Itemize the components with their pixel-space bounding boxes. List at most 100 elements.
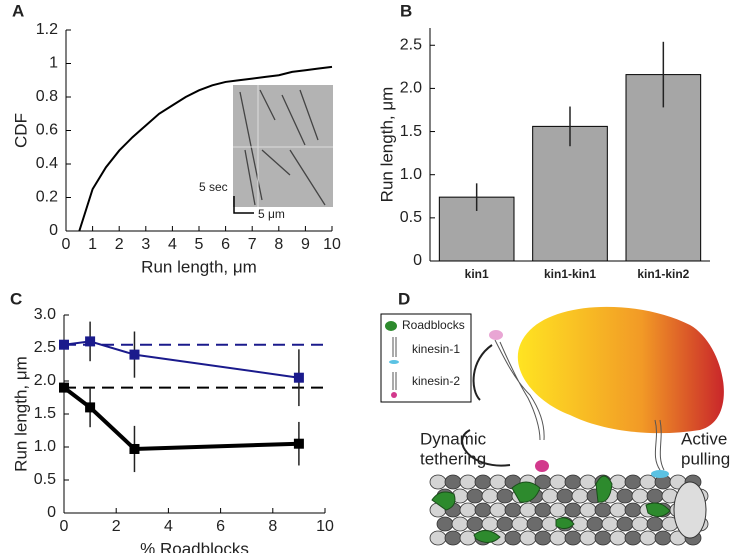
legend-kinesin-1-head [389,360,399,364]
tubulin [594,530,612,546]
diagram-label: pulling [681,449,730,468]
x-tick-label: 4 [168,236,177,253]
tubulin [459,474,477,490]
x-tick-label: 4 [164,518,173,535]
panel-letter: C [10,289,22,308]
tubulin [511,516,529,532]
tubulin [609,530,627,546]
y-axis-label: CDF [11,113,30,148]
y-tick-label: 0.2 [36,189,58,206]
y-tick-label: 2.0 [34,372,56,389]
x-tick-label: kin1 [465,267,489,281]
y-tick-label: 0 [49,222,58,239]
length-scale: 5 μm [258,207,285,221]
tubulin [646,516,664,532]
diagram-label: tethering [420,449,486,468]
legend-label: Roadblocks [402,318,465,332]
arrow [461,429,511,467]
tubulin [474,502,492,518]
x-tick-label: kin1-kin1 [544,267,596,281]
tubulin [541,488,559,504]
data-line [62,386,299,452]
kinesin-1-head [651,470,669,478]
kymograph [233,85,333,207]
tubulin [534,502,552,518]
tubulin [534,530,552,546]
tubulin [639,474,657,490]
legend-kinesin-2 [392,372,397,390]
tubulin [496,488,514,504]
tubulin [631,516,649,532]
x-tick-label: 8 [274,236,283,253]
legend-kinesin-2-head [391,392,397,398]
y-tick-label: 1.2 [36,21,58,38]
tubulin [594,502,612,518]
tubulin [564,530,582,546]
y-tick-label: 0.8 [36,88,58,105]
diagram-label: Dynamic [420,429,487,448]
tubulin [654,530,672,546]
y-tick-label: 1.0 [400,166,422,183]
x-tick-label: 8 [268,518,277,535]
x-tick-label: 10 [323,236,341,253]
tubulin [519,530,537,546]
y-tick-label: 0 [47,504,56,521]
tubulin [579,474,597,490]
tubulin [481,488,499,504]
data-line [63,340,300,379]
tubulin [616,488,634,504]
y-tick-label: 2.5 [400,36,422,53]
y-tick-label: 2.5 [34,339,56,356]
tubulin [459,530,477,546]
y-tick-label: 0.4 [36,155,58,172]
x-tick-label: 6 [216,518,225,535]
panel-letter: D [398,289,410,308]
arrow [472,344,493,401]
legend-roadblock [385,321,397,331]
tubulin [564,474,582,490]
microtubule-end [673,481,707,539]
y-tick-label: 2.0 [400,80,422,97]
tubulin [549,474,567,490]
legend-label: kinesin-1 [412,342,460,356]
tubulin [504,530,522,546]
kinesin-2-head [535,460,549,472]
tubulin [504,502,522,518]
y-axis-label: Run length, μm [377,87,396,203]
x-tick-label: 5 [195,236,204,253]
cargo [517,306,724,434]
tubulin [631,488,649,504]
x-tick-label: 7 [248,236,257,253]
tubulin [601,516,619,532]
x-tick-label: 0 [62,236,71,253]
tubulin [609,502,627,518]
tubulin [624,530,642,546]
time-scale: 5 sec [199,180,228,194]
tubulin [624,474,642,490]
marker [85,402,96,413]
x-tick-label: 2 [112,518,121,535]
tubulin [624,502,642,518]
kymograph-inset: 5 sec [199,85,333,214]
bar [532,125,608,262]
tubulin [451,516,469,532]
panel-letter: A [12,1,24,20]
diagram: Roadblocks kinesin-1 kinesin-2 Dynamic t… [380,289,730,546]
y-tick-label: 0 [413,252,422,269]
tubulin [519,502,537,518]
tubulin [466,488,484,504]
y-tick-label: 1 [49,55,58,72]
roadblock [431,475,671,543]
marker [85,336,96,347]
tubulin [639,530,657,546]
x-axis-label: Run length, μm [141,257,257,276]
tubulin [579,502,597,518]
marker [59,339,69,350]
tubulin [526,516,544,532]
tubulin [616,516,634,532]
tubulin [474,474,492,490]
diagram-label: Active [681,429,727,448]
x-tick-label: 9 [301,236,310,253]
y-axis-label: Run length, μm [11,356,30,472]
